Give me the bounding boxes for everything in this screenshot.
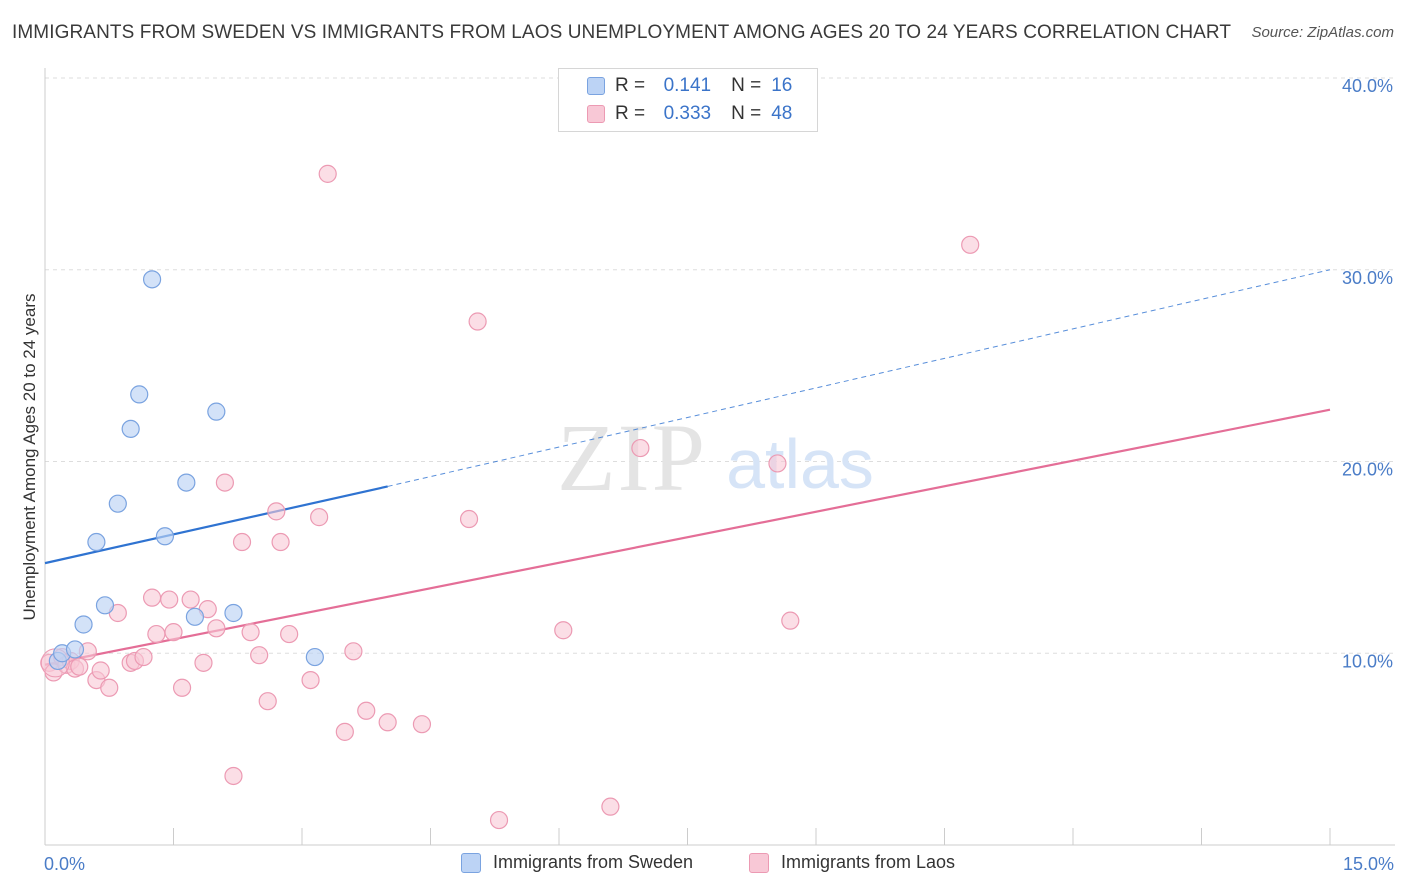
sweden-point [65, 640, 85, 659]
laos-point [241, 623, 260, 642]
laos-point [250, 646, 269, 665]
laos-point [344, 642, 363, 661]
laos-point [194, 653, 213, 672]
laos-point [961, 235, 980, 254]
sweden-point [74, 615, 93, 634]
correlation-legend: R = 0.141 N = 16 R = 0.333 N = 48 [558, 68, 818, 132]
laos-point [318, 164, 337, 183]
laos-point [468, 312, 487, 331]
chart-source: Source: ZipAtlas.com [1251, 24, 1394, 41]
sweden-r-value: 0.141 [663, 75, 712, 96]
sweden-points [48, 270, 324, 671]
laos-n-value: 48 [771, 103, 793, 124]
sweden-n-value: 16 [771, 75, 793, 96]
sweden-swatch [587, 77, 605, 95]
sweden-point [177, 473, 196, 492]
sweden-point [95, 596, 115, 615]
chart-title: IMMIGRANTS FROM SWEDEN VS IMMIGRANTS FRO… [12, 22, 1232, 43]
laos-point [781, 611, 800, 630]
legend-row-sweden: R = 0.141 N = 16 [587, 73, 792, 99]
laos-point [412, 715, 432, 734]
laos-point [160, 590, 179, 609]
tick-labels: 10.0% 20.0% 30.0% 40.0% 0.0% 15.0% [44, 76, 1394, 874]
laos-point [147, 624, 166, 644]
watermark-zip: ZIP [557, 404, 707, 511]
sweden-point [207, 402, 226, 421]
laos-point [142, 588, 162, 607]
laos-swatch [587, 105, 605, 123]
sweden-point [121, 419, 140, 439]
laos-point [631, 438, 650, 458]
laos-point [310, 508, 329, 527]
watermark: ZIP atlas [557, 404, 874, 511]
laos-point [91, 661, 110, 680]
sweden-point [130, 385, 149, 404]
laos-point [134, 647, 153, 667]
y-tick-label: 10.0% [1342, 651, 1393, 671]
laos-point [267, 502, 286, 521]
sweden-point [108, 494, 127, 513]
axes [44, 68, 1395, 846]
x-tick-label-max: 15.0% [1343, 854, 1394, 874]
laos-point [70, 657, 89, 676]
sweden-n-label: N = [731, 75, 762, 96]
grid-lines [45, 77, 1395, 654]
laos-point [768, 454, 787, 473]
x-tick-label-min: 0.0% [44, 854, 85, 874]
laos-point [459, 509, 479, 529]
laos-point [378, 713, 397, 732]
laos-point [258, 692, 277, 711]
trend-lines [44, 269, 1331, 666]
sweden-legend-swatch [461, 852, 481, 873]
sweden-r-label: R = [615, 75, 646, 96]
sweden-point [224, 603, 243, 623]
sweden-legend-label: Immigrants from Sweden [493, 852, 694, 872]
legend-item-laos: Immigrants from Laos [749, 852, 955, 873]
laos-point [100, 678, 119, 697]
y-tick-label: 20.0% [1342, 460, 1393, 480]
laos-point [172, 678, 192, 697]
laos-legend-swatch [749, 852, 769, 873]
laos-point [232, 532, 252, 552]
laos-point [554, 621, 573, 640]
laos-legend-label: Immigrants from Laos [781, 852, 956, 872]
laos-point [224, 766, 243, 786]
sweden-trend-extension [387, 269, 1331, 487]
legend-row-laos: R = 0.333 N = 48 [587, 101, 792, 127]
legend-item-sweden: Immigrants from Sweden [461, 852, 693, 873]
sweden-point [305, 647, 324, 667]
sweden-point [155, 527, 175, 546]
laos-point [335, 722, 354, 741]
laos-point [181, 590, 200, 609]
sweden-point [87, 532, 106, 552]
sweden-point [185, 607, 205, 626]
sweden-trend-line [44, 485, 388, 565]
laos-r-label: R = [615, 103, 646, 124]
laos-point [207, 619, 226, 638]
laos-point [601, 797, 620, 816]
laos-point [357, 701, 376, 720]
laos-point [164, 623, 183, 642]
laos-point [301, 670, 320, 690]
laos-trend-line [44, 408, 1331, 666]
laos-point [271, 532, 290, 552]
sweden-point [142, 270, 162, 289]
y-tick-label: 40.0% [1342, 76, 1393, 96]
watermark-atlas: atlas [726, 425, 874, 503]
laos-point [280, 624, 299, 644]
laos-r-value: 0.333 [663, 103, 712, 124]
y-tick-label: 30.0% [1342, 268, 1393, 288]
laos-point [489, 810, 509, 830]
laos-point [215, 473, 234, 492]
laos-n-label: N = [731, 103, 762, 124]
